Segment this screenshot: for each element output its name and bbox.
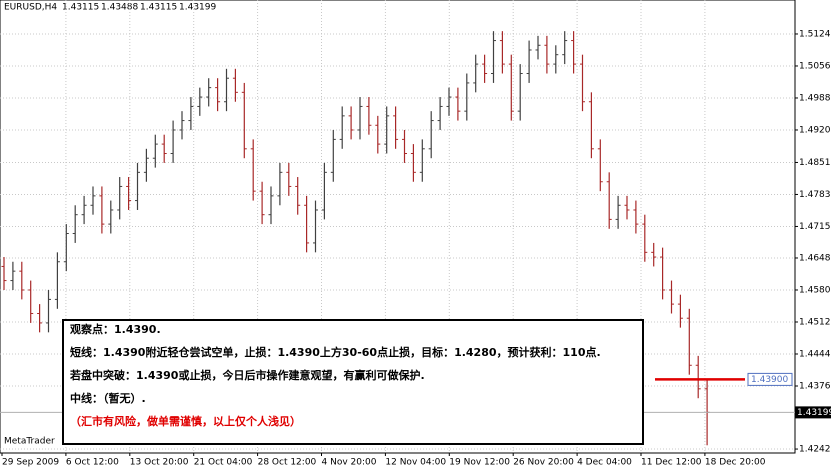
- level-label: 1.43900: [751, 375, 788, 385]
- x-tick-label: 26 Nov 20:00: [513, 458, 574, 468]
- y-tick-label: 1.47830: [799, 190, 831, 200]
- annotation-line: 观察点：1.4390.: [70, 323, 161, 336]
- x-tick-label: 11 Dec 12:00: [641, 458, 702, 468]
- y-tick-label: 1.45800: [799, 285, 831, 295]
- annotation-box: 观察点：1.4390. 短线：1.4390附近轻仓尝试空单，止损：1.4390上…: [62, 319, 644, 445]
- x-tick-label: 12 Nov 04:00: [385, 458, 446, 468]
- x-tick-label: 4 Dec 04:00: [577, 458, 632, 468]
- y-tick-label: 1.44440: [799, 349, 831, 359]
- header-value: 1.43488: [101, 3, 138, 13]
- x-tick-label: 21 Oct 04:00: [194, 458, 253, 468]
- y-tick-label: 1.50560: [799, 61, 831, 71]
- watermark: MetaTrader: [4, 437, 55, 447]
- level-label-box: [747, 372, 793, 386]
- current-price-box: [795, 406, 831, 419]
- header-value: 1.43115: [62, 3, 99, 13]
- header-value: 1.43199: [179, 3, 216, 13]
- y-tick-label: 1.51240: [799, 29, 831, 39]
- annotation-line: 若盘中突破：1.4390或止损，今日后市操作建意观望，有赢利可做保护.: [70, 369, 425, 382]
- annotation-warning: （汇市有风险，做单需谨慎，以上仅个人浅见）: [70, 415, 301, 428]
- y-tick-label: 1.46480: [799, 253, 831, 263]
- annotation-line: 中线：（暂无）.: [70, 392, 146, 405]
- x-tick-label: 19 Nov 12:00: [449, 458, 510, 468]
- annotation-line: 短线：1.4390附近轻仓尝试空单，止损：1.4390上方30-60点止损，目标…: [70, 346, 601, 359]
- symbol: EURUSD,H4: [4, 3, 57, 13]
- y-tick-label: 1.43760: [799, 381, 831, 391]
- x-tick-label: 4 Nov 20:00: [322, 458, 377, 468]
- y-tick-label: 1.49200: [799, 125, 831, 135]
- y-tick-label: 1.45120: [799, 317, 831, 327]
- current-price-label: 1.43199: [797, 408, 831, 418]
- y-tick-label: 1.47150: [799, 222, 831, 232]
- x-tick-label: 13 Oct 20:00: [130, 458, 189, 468]
- x-tick-label: 28 Oct 12:00: [258, 458, 317, 468]
- y-tick-label: 1.49880: [799, 93, 831, 103]
- x-tick-label: 6 Oct 12:00: [66, 458, 119, 468]
- x-tick-label: 18 Dec 20:00: [705, 458, 766, 468]
- x-tick-label: 29 Sep 2009: [2, 458, 59, 468]
- y-tick-label: 1.48510: [799, 158, 831, 168]
- header-value: 1.43115: [140, 3, 177, 13]
- y-tick-label: 1.42420: [799, 445, 831, 455]
